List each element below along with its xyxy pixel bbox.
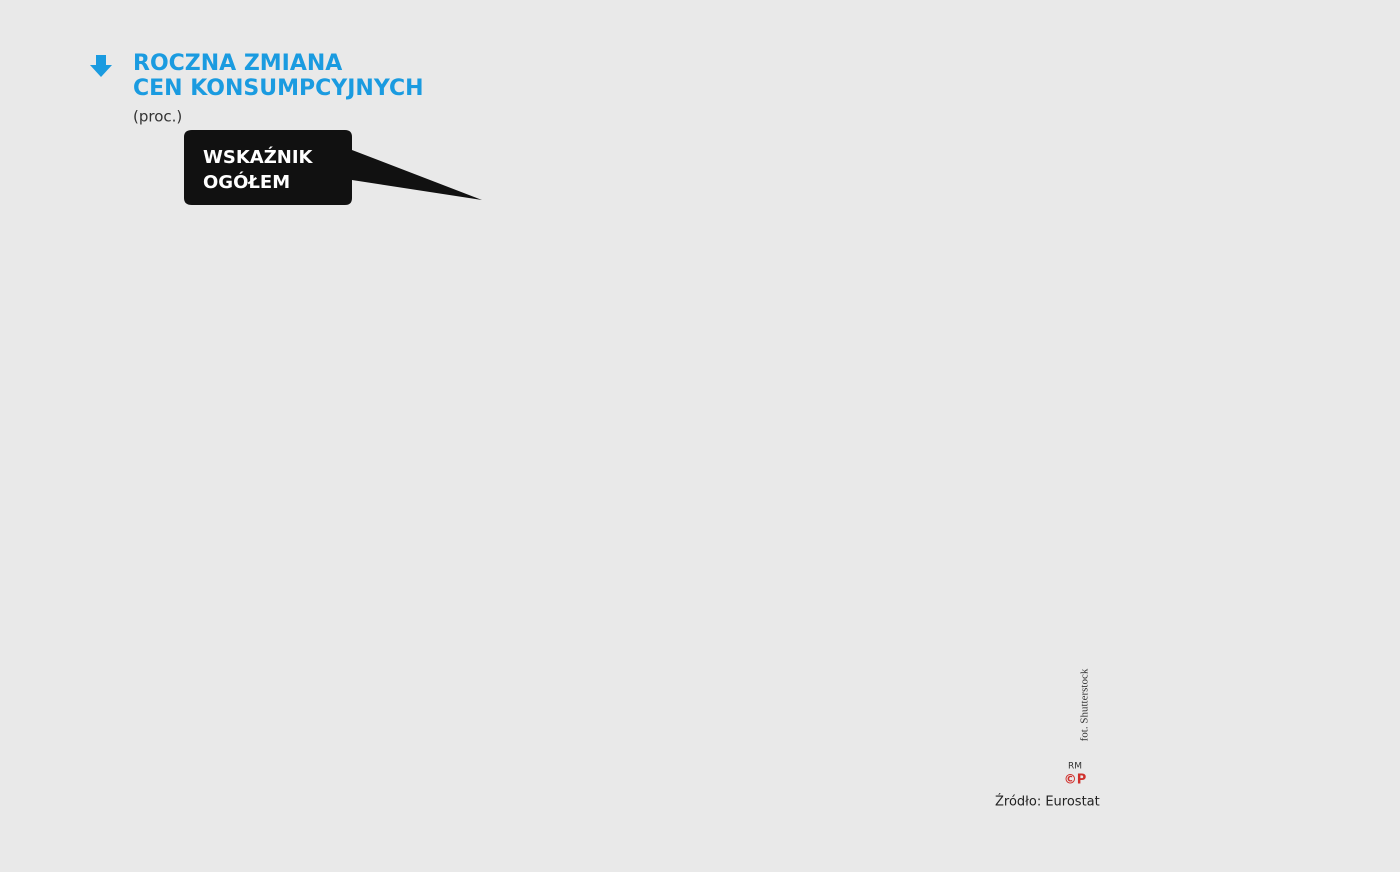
- photo-credit: fot. Shutterstock: [1079, 668, 1091, 741]
- source: Źródło: Eurostat: [995, 794, 1100, 810]
- chart-title: CEN KONSUMPCYJNYCH: [133, 76, 424, 101]
- arrow-icon: [90, 55, 112, 77]
- chart-subtitle: (proc.): [133, 108, 182, 126]
- callout-label: WSKAŹNIK: [203, 146, 314, 168]
- callout-box: [184, 130, 482, 205]
- chart-title: ROCZNA ZMIANA: [133, 51, 342, 76]
- credit: RM: [1068, 762, 1082, 772]
- callout-label: OGÓŁEM: [203, 171, 290, 193]
- credit: ©P: [1064, 773, 1087, 788]
